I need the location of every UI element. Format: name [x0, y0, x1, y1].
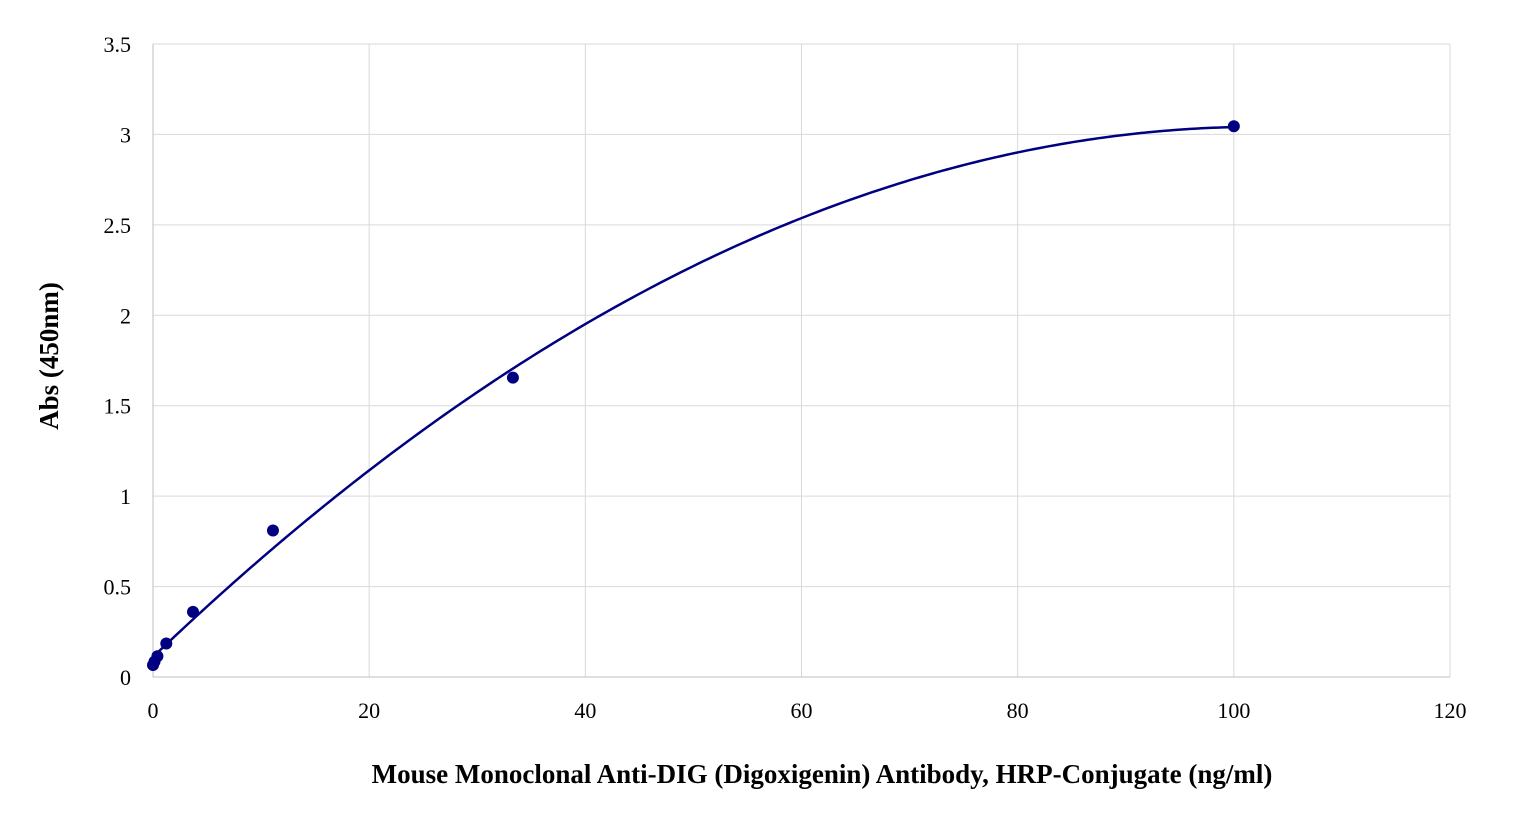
- data-point: [160, 637, 173, 650]
- data-point: [151, 650, 164, 663]
- data-point: [186, 605, 199, 618]
- axes: [152, 44, 1450, 678]
- data-points: [147, 120, 1240, 672]
- y-tick-label: 0.5: [104, 575, 132, 600]
- x-axis-ticks: 0 20 40 60 80 100 120: [148, 698, 1467, 723]
- x-tick-label: 60: [791, 698, 813, 723]
- y-tick-label: 3: [120, 122, 131, 147]
- x-axis-title: Mouse Monoclonal Anti-DIG (Digoxigenin) …: [372, 759, 1273, 789]
- x-tick-label: 120: [1434, 698, 1467, 723]
- y-axis-title: Abs (450nm): [34, 282, 64, 430]
- data-point: [1227, 120, 1240, 133]
- trendline: [152, 125, 1234, 658]
- y-axis-ticks: 0 0.5 1 1.5 2 2.5 3 3.5: [104, 32, 132, 690]
- x-tick-label: 100: [1217, 698, 1250, 723]
- x-tick-label: 0: [148, 698, 159, 723]
- trendline-path: [152, 125, 1234, 658]
- grid: [153, 43, 1451, 677]
- y-tick-label: 1.5: [104, 394, 132, 419]
- y-tick-label: 2.5: [104, 213, 132, 238]
- data-point: [506, 371, 519, 384]
- y-tick-label: 2: [120, 303, 131, 328]
- data-point: [266, 524, 279, 537]
- y-tick-label: 0: [120, 665, 131, 690]
- y-tick-label: 3.5: [104, 32, 132, 57]
- x-tick-label: 40: [574, 698, 596, 723]
- y-tick-label: 1: [120, 484, 131, 509]
- x-tick-label: 80: [1007, 698, 1029, 723]
- x-tick-label: 20: [358, 698, 380, 723]
